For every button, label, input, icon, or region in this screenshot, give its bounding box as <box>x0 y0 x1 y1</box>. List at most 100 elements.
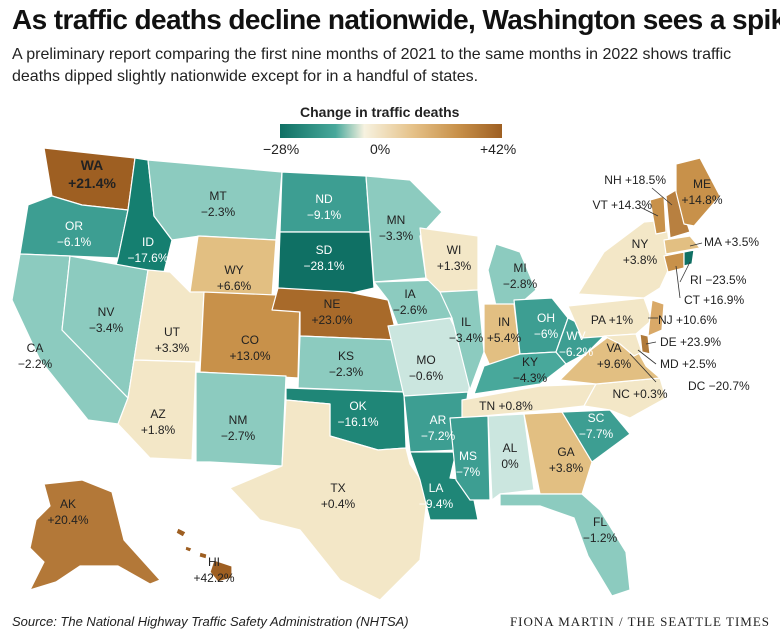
label-MN-abbr: MN <box>387 213 406 227</box>
label-MO-abbr: MO <box>416 353 435 367</box>
label-IN-value: +5.4% <box>487 331 522 345</box>
label-OR-abbr: OR <box>65 219 83 233</box>
label-KS-value: −2.3% <box>329 365 364 379</box>
label-AK-value: +20.4% <box>47 513 88 527</box>
callout-VT: VT +14.3% <box>593 198 653 212</box>
label-ID-abbr: ID <box>142 235 154 249</box>
label-WA-value: +21.4% <box>68 175 116 191</box>
label-WI-abbr: WI <box>447 243 462 257</box>
label-TN-value: +0.8% <box>498 399 533 413</box>
label-NY-value: +3.8% <box>623 253 658 267</box>
label-AL-abbr: AL <box>503 441 518 455</box>
label-WY-value: +6.6% <box>217 279 252 293</box>
label-IA-value: −2.6% <box>393 303 428 317</box>
label-KY-abbr: KY <box>522 355 538 369</box>
label-MT-value: −2.3% <box>201 205 236 219</box>
state-ME <box>675 157 721 227</box>
state-HI-isle-1 <box>198 551 208 560</box>
label-MO-value: −0.6% <box>409 369 444 383</box>
callout-RI: RI −23.5% <box>690 273 747 287</box>
label-MI-abbr: MI <box>513 261 526 275</box>
label-CO-value: +13.0% <box>229 349 270 363</box>
state-MI <box>487 243 537 307</box>
chart-title: As traffic deaths decline nationwide, Wa… <box>12 4 780 35</box>
label-TN-abbr: TN <box>479 399 495 413</box>
label-NM-value: −2.7% <box>221 429 256 443</box>
label-TX-value: +0.4% <box>321 497 356 511</box>
label-GA-abbr: GA <box>557 445 574 459</box>
label-SC-value: −7.7% <box>579 427 614 441</box>
state-AK <box>29 479 161 591</box>
label-MI-value: −2.8% <box>503 277 538 291</box>
legend-max-label: +42% <box>480 141 517 157</box>
legend-min-label: −28% <box>263 141 300 157</box>
label-LA-abbr: LA <box>429 481 444 495</box>
label-ME-value: +14.8% <box>681 193 722 207</box>
label-KY-value: −4.3% <box>513 371 548 385</box>
label-ME-abbr: ME <box>693 177 711 191</box>
label-FL-value: −1.2% <box>583 531 618 545</box>
label-PA-label: PA +1% <box>591 313 633 327</box>
source-note: Source: The National Highway Traffic Saf… <box>12 614 409 629</box>
state-GA <box>523 411 593 495</box>
label-PA-abbr: PA <box>591 313 606 327</box>
label-MS-abbr: MS <box>459 449 477 463</box>
label-WI-value: +1.3% <box>437 259 472 273</box>
state-DE <box>639 333 651 355</box>
label-VA-value: +9.6% <box>597 357 632 371</box>
label-NE-value: +23.0% <box>311 313 352 327</box>
label-MS-value: −7% <box>456 465 481 479</box>
label-OK-abbr: OK <box>349 399 366 413</box>
label-WV-abbr: WV <box>566 329 585 343</box>
label-GA-value: +3.8% <box>549 461 584 475</box>
state-IL <box>439 289 485 391</box>
label-WY-abbr: WY <box>224 263 243 277</box>
state-MA <box>663 235 701 255</box>
label-AR-abbr: AR <box>430 413 447 427</box>
state-HI-isle-2 <box>184 545 193 553</box>
state-SD <box>277 231 375 295</box>
label-AK-abbr: AK <box>60 497 76 511</box>
state-MD <box>603 333 643 357</box>
label-HI-value: +42.2% <box>193 571 234 585</box>
label-ND-value: −9.1% <box>307 208 342 222</box>
label-AZ-abbr: AZ <box>150 407 165 421</box>
label-SD-value: −28.1% <box>303 259 344 273</box>
label-SC-abbr: SC <box>588 411 605 425</box>
state-SC <box>561 409 631 463</box>
callout-NH: NH +18.5% <box>604 173 666 187</box>
label-WV-value: −6.2% <box>559 345 594 359</box>
state-FL <box>499 493 631 597</box>
label-MN-value: −3.3% <box>379 229 414 243</box>
label-IL-value: −3.4% <box>449 331 484 345</box>
label-ND-abbr: ND <box>315 192 333 206</box>
label-HI-abbr: HI <box>208 555 220 569</box>
label-OR-value: −6.1% <box>57 235 92 249</box>
state-NM <box>195 371 287 467</box>
state-PA <box>567 297 653 339</box>
state-AZ <box>117 359 197 461</box>
chart-subtitle: A preliminary report comparing the first… <box>12 46 732 85</box>
label-SD-abbr: SD <box>316 243 333 257</box>
label-MT-abbr: MT <box>209 189 227 203</box>
legend-mid-label: 0% <box>370 141 391 157</box>
callout-CT: CT +16.9% <box>684 293 744 307</box>
label-NM-abbr: NM <box>229 413 248 427</box>
credit-line: FIONA MARTIN / THE SEATTLE TIMES <box>509 614 770 629</box>
state-RI <box>683 249 695 267</box>
label-NE-abbr: NE <box>324 297 341 311</box>
state-KS <box>297 335 405 393</box>
state-TX <box>229 399 429 601</box>
label-TN-label: TN +0.8% <box>479 399 533 413</box>
callout-DE: DE +23.9% <box>660 335 721 349</box>
label-TX-abbr: TX <box>330 481 345 495</box>
label-UT-value: +3.3% <box>155 341 190 355</box>
label-AR-value: −7.2% <box>421 429 456 443</box>
label-ID-value: −17.6% <box>127 251 168 265</box>
label-NC-label: NC +0.3% <box>612 387 667 401</box>
label-LA-value: −9.4% <box>419 497 454 511</box>
legend-title: Change in traffic deaths <box>300 104 460 120</box>
label-NC-abbr: NC <box>612 387 630 401</box>
label-CA-value: −2.2% <box>18 357 53 371</box>
